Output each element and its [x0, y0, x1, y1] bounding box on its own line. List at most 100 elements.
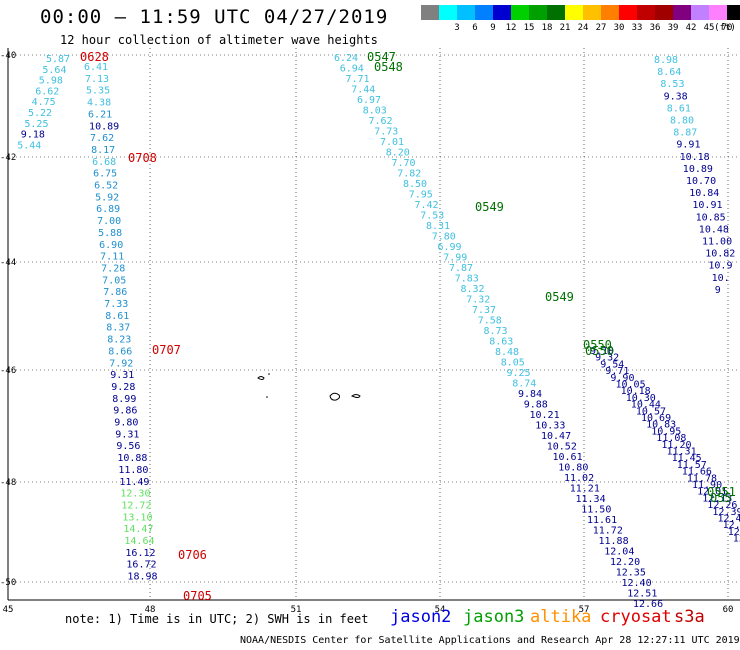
legend-cryosat: cryosat	[600, 607, 672, 627]
colorbar-tick-label: 15	[523, 23, 535, 33]
island-outline	[257, 376, 265, 380]
island-dot	[266, 396, 268, 398]
wave-height-value: 5.22	[28, 108, 52, 119]
wave-height-value: 7.73	[374, 127, 398, 138]
colorbar-swatch	[601, 5, 619, 20]
wave-height-value: 9.28	[111, 382, 135, 393]
wave-height-value: 14.47	[123, 524, 153, 535]
wave-height-value: 4.38	[87, 98, 111, 109]
wave-height-value: 10.30	[626, 393, 656, 404]
wave-height-value: 5.25	[24, 119, 48, 130]
island-outlines	[257, 373, 361, 401]
y-tick-label: -50	[0, 578, 16, 588]
wave-height-value: 7.71	[346, 74, 370, 85]
pass-time-label: 0708	[128, 151, 157, 165]
wave-height-value: 5.92	[95, 192, 119, 203]
colorbar-swatch	[673, 5, 691, 20]
x-tick-label: 54	[435, 605, 446, 615]
wave-height-value: 12.81	[733, 534, 740, 545]
x-tick-label: 48	[145, 605, 156, 615]
map-title: 00:00 – 11:59 UTC 04/27/2019	[40, 6, 389, 28]
x-tick-label: 60	[723, 605, 734, 615]
pass-time-label: 0706	[178, 548, 207, 562]
wave-height-value: 9.54	[600, 359, 624, 370]
island-dot	[268, 373, 270, 375]
wave-height-value: 13.10	[122, 512, 152, 523]
wave-height-value: 9.10	[590, 346, 614, 357]
y-tick-label: -46	[0, 366, 16, 376]
wave-height-value: 8.61	[105, 311, 129, 322]
pass-time-label: 0628	[80, 50, 109, 64]
colorbar-tick-label: 33	[631, 23, 643, 33]
colorbar-tick-label: 70	[721, 23, 733, 33]
colorbar-swatch	[475, 5, 493, 20]
wave-height-value: 12.58	[723, 520, 740, 531]
wave-height-value: 7.95	[409, 190, 433, 201]
wave-height-value: 8.61	[667, 103, 691, 114]
wave-height-value: 9.88	[524, 400, 548, 411]
pass-time-label: 0549	[475, 200, 504, 214]
wave-height-value: 8.20	[386, 148, 410, 159]
y-axis-ticks: -40 -42 -44 -46 -48 -50	[0, 51, 16, 588]
pass-time-label: 0551	[707, 485, 736, 499]
colorbar-tick-label: 45	[703, 23, 715, 33]
colorbar-swatch	[547, 5, 565, 20]
wave-height-value: 4.75	[32, 97, 56, 108]
wave-height-value: 11.31	[667, 447, 697, 458]
wave-height-value: 12.70	[728, 527, 740, 538]
wave-height-value: 10.95	[651, 426, 681, 437]
wave-height-value: 5.98	[39, 76, 63, 87]
colorbar-swatch	[529, 5, 547, 20]
wave-height-value: 7.62	[90, 133, 114, 144]
wave-height-value: 7.87	[449, 263, 473, 274]
colorbar-swatch	[457, 5, 475, 20]
y-tick-label: -44	[0, 258, 16, 268]
x-tick-label: 57	[579, 605, 590, 615]
wave-height-value: 6.68	[92, 157, 116, 168]
wave-height-value: 10.85	[696, 212, 726, 223]
pass-time-label: 0549	[545, 290, 574, 304]
wave-height-value: 12.66	[633, 599, 663, 610]
wave-height-value: 12.30	[120, 489, 150, 500]
colorbar-swatch	[421, 5, 439, 20]
wave-height-value: 7.28	[101, 263, 125, 274]
wave-height-value: 12.13	[702, 493, 732, 504]
colorbar-swatch	[439, 5, 457, 20]
wave-height-value: 7.42	[415, 200, 439, 211]
colorbar-tick-label: 39	[667, 23, 679, 33]
wave-height-value: 7.80	[432, 232, 456, 243]
colorbar-swatch	[709, 5, 727, 20]
wave-height-value: 5.87	[46, 54, 70, 65]
pass-time-label: 0705	[183, 589, 212, 603]
wave-height-value: 11.49	[119, 477, 149, 488]
wave-height-value: 18.98	[127, 572, 157, 583]
wave-height-value: 10.91	[692, 200, 722, 211]
wave-height-value: 8.64	[657, 67, 681, 78]
wave-height-value: 7.13	[85, 74, 109, 85]
wave-height-value: 8.17	[91, 145, 115, 156]
wave-height-value: 10.84	[689, 188, 719, 199]
map-subtitle: 12 hour collection of altimeter wave hei…	[60, 33, 378, 47]
colorbar-swatch	[493, 5, 511, 20]
wave-height-value: 5.88	[98, 228, 122, 239]
wave-height-value: 11.50	[581, 505, 611, 516]
wave-height-value: 9.31	[115, 429, 139, 440]
wave-height-value: 12.72	[121, 500, 151, 511]
colorbar-swatch	[655, 5, 673, 20]
wave-height-value: 7.32	[466, 295, 490, 306]
wave-height-value: 10.80	[558, 463, 588, 474]
colorbar-tick-label: 36	[649, 23, 661, 33]
wave-height-value: 5.64	[42, 65, 66, 76]
wave-height-value: 7.37	[472, 305, 496, 316]
wave-height-value: 11.45	[672, 453, 702, 464]
wave-height-value: 5.44	[17, 140, 41, 151]
wave-height-value: 11.90	[692, 480, 722, 491]
colorbar-tick-label: 24	[577, 23, 589, 33]
wave-height-value: 8.80	[670, 116, 694, 127]
wave-height-value: 8.63	[489, 337, 513, 348]
wave-height-value: 16.72	[126, 560, 156, 571]
wave-height-value: 12.51	[627, 589, 657, 600]
y-tick-label: -48	[0, 478, 16, 488]
colorbar-tick-label: 21	[559, 23, 571, 33]
